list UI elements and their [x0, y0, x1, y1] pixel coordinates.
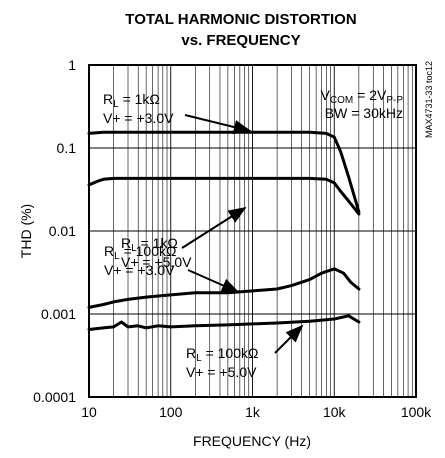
conditions-line-2: BW = 30kHz [325, 105, 403, 121]
series-label-line: RL = 1kΩ [103, 91, 160, 110]
y-axis-label: THD (%) [18, 204, 34, 258]
series-line-1 [87, 130, 361, 214]
chart-subtitle: vs. FREQUENCY [181, 32, 300, 49]
label-main: R [103, 91, 113, 107]
x-tick-label: 100 [159, 404, 183, 420]
vcom-sub: COM [330, 95, 353, 106]
series-line-2 [87, 176, 361, 216]
label-subscript: L [114, 251, 120, 262]
series-pointer-arrow [184, 114, 252, 135]
x-tick-label: 10k [323, 404, 347, 420]
label-value: = 1kΩ [119, 91, 160, 107]
series-line-4 [87, 314, 361, 331]
label-main: R [104, 243, 114, 259]
y-tick-label: 0.01 [49, 223, 76, 239]
label-subscript: L [196, 353, 202, 364]
conditions-line-1: VCOM = 2VP-P [321, 87, 404, 106]
series-label-line: V+ = +3.0V [103, 110, 174, 126]
y-tick-label: 1 [68, 57, 76, 73]
vcom-unit-sub: P-P [386, 95, 403, 106]
x-axis-label: FREQUENCY (Hz) [193, 433, 311, 449]
label-value: = 1kΩ [137, 235, 178, 251]
tick-labels: 10 100 1k 10k 100k 1 0.1 0.01 0.001 0.0001 [33, 57, 432, 420]
series-label-line: RL = 1kΩ [121, 235, 178, 254]
y-tick-label: 0.0001 [33, 389, 76, 405]
series-label-line: V+ = +5.0V [186, 364, 257, 380]
series-pointer-arrow [187, 269, 240, 293]
plot-frame [88, 64, 417, 398]
x-tick-label: 10 [81, 404, 97, 420]
x-tick-label: 1k [245, 404, 261, 420]
vcom-main: V [321, 87, 331, 103]
label-value: = 100kΩ [120, 243, 177, 259]
label-subscript: L [113, 99, 119, 110]
y-tick-label: 0.001 [41, 306, 76, 322]
series-label-line: RL = 100kΩ [186, 345, 258, 364]
series-label-line: RL = 100kΩ [104, 243, 176, 262]
vcom-value: = 2V [353, 87, 387, 103]
x-tick-label: 100k [401, 404, 432, 420]
label-main: R [186, 345, 196, 361]
y-tick-label: 0.1 [57, 140, 77, 156]
series-line-3 [87, 267, 361, 309]
label-main: R [121, 235, 131, 251]
series-pointer-arrow [274, 324, 304, 354]
label-value: = 100kΩ [202, 345, 259, 361]
series-label-line: V+ = +5.0V [121, 254, 192, 270]
series-pointer-arrow [181, 207, 247, 249]
series-label-line: V+ = +3.0V [104, 262, 175, 278]
chart-title: TOTAL HARMONIC DISTORTION [125, 11, 356, 28]
side-code: MAX4731-33 toc12 [424, 61, 434, 138]
label-subscript: L [131, 243, 137, 254]
